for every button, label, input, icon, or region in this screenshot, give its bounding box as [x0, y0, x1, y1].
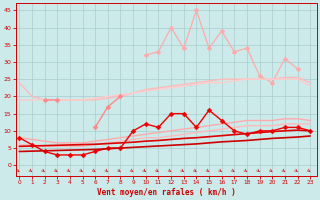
- X-axis label: Vent moyen/en rafales ( km/h ): Vent moyen/en rafales ( km/h ): [97, 188, 236, 197]
